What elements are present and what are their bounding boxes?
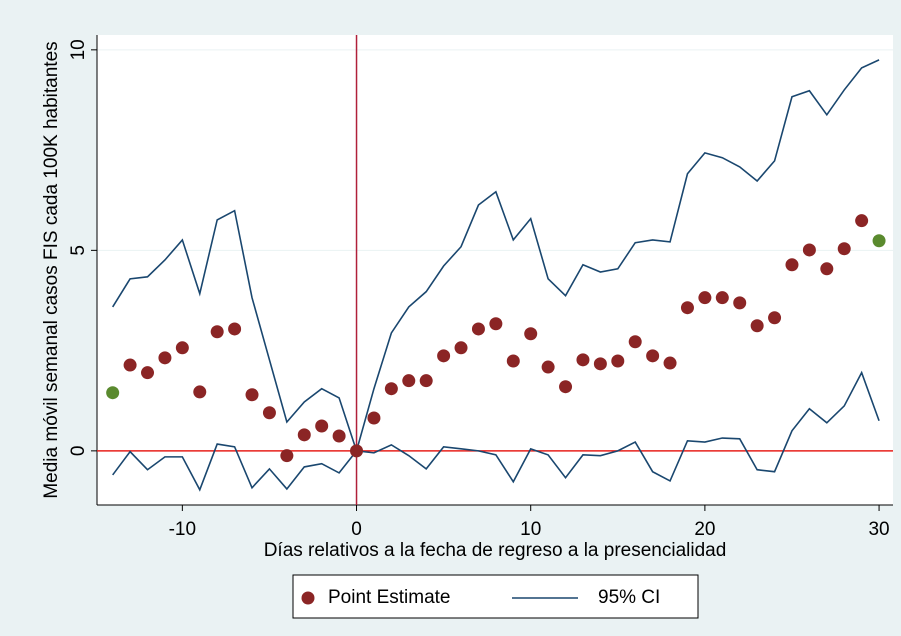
point [489, 317, 503, 331]
point [680, 301, 694, 315]
point [210, 325, 224, 339]
y-tick-label: 0 [68, 446, 89, 457]
x-tick-label: 0 [351, 519, 362, 540]
point [228, 322, 242, 336]
point [454, 341, 468, 355]
x-tick-label: 20 [694, 519, 715, 540]
point [402, 374, 416, 388]
point [628, 335, 642, 349]
ci-lower-line [112, 370, 880, 492]
point [559, 380, 573, 394]
point [837, 242, 851, 256]
point [541, 360, 555, 374]
point [106, 386, 120, 400]
x-tick-label: 30 [868, 519, 889, 540]
x-axis-label: Días relativos a la fecha de regreso a l… [264, 540, 727, 561]
point [802, 243, 816, 257]
point [175, 341, 189, 355]
point [646, 349, 660, 363]
point [611, 354, 625, 368]
point [872, 234, 886, 248]
point [384, 382, 398, 396]
plot-area [97, 35, 893, 505]
point [123, 358, 137, 372]
point [855, 214, 869, 228]
point [141, 366, 155, 380]
point [471, 322, 485, 336]
point [297, 428, 311, 442]
point [332, 429, 346, 443]
point [315, 419, 329, 433]
legend [292, 574, 699, 619]
y-axis-label: Media móvil semanal casos FIS cada 100K … [41, 41, 62, 498]
point [437, 349, 451, 363]
y-tick-label: 10 [68, 39, 89, 60]
legend-label: Point Estimate [328, 587, 451, 608]
point [715, 291, 729, 305]
ci-upper-line [111, 59, 880, 454]
point [750, 319, 764, 333]
point [367, 411, 381, 425]
point [733, 296, 747, 310]
point [698, 291, 712, 305]
point [663, 356, 677, 370]
point [193, 385, 207, 399]
point [158, 351, 172, 365]
y-tick-label: 5 [68, 245, 89, 256]
x-tick-label: 10 [520, 519, 541, 540]
x-tick-label: -10 [169, 519, 196, 540]
point [785, 258, 799, 272]
point [506, 354, 520, 368]
point [593, 357, 607, 371]
point [245, 388, 259, 402]
point [350, 444, 364, 458]
point [524, 327, 538, 341]
legend-label: 95% CI [598, 587, 660, 608]
point [262, 406, 276, 420]
legend-marker [301, 591, 315, 605]
point [820, 262, 834, 276]
point [419, 374, 433, 388]
point [576, 353, 590, 367]
point [768, 311, 782, 325]
point [280, 449, 294, 463]
